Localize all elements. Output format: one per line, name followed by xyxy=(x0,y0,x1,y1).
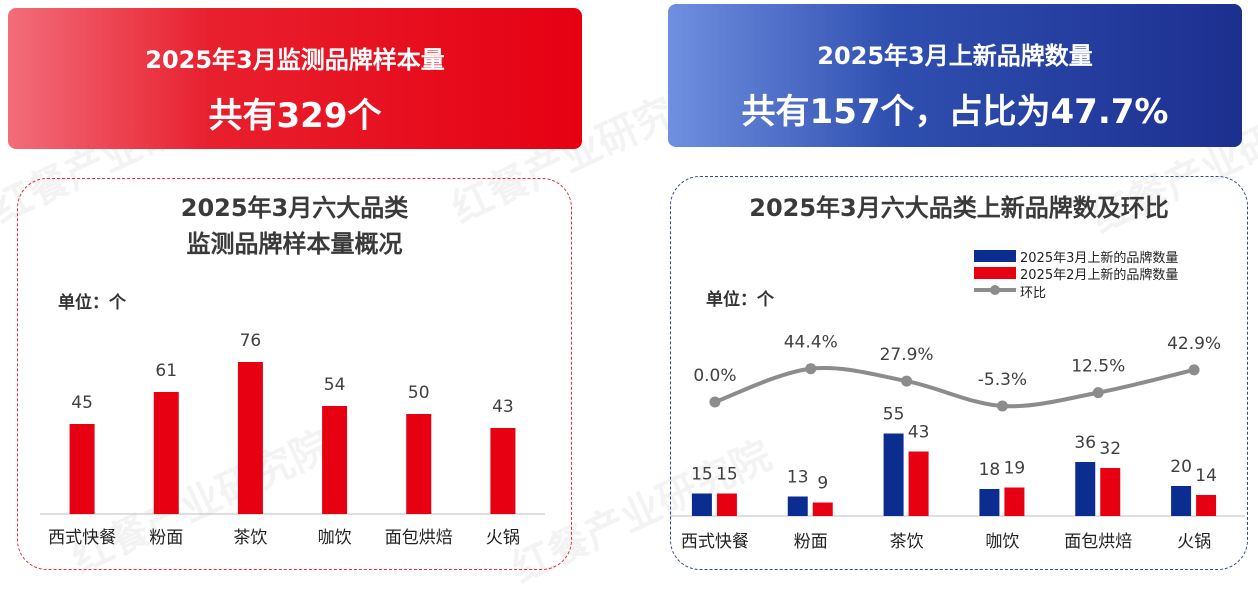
bar xyxy=(490,428,516,514)
data-label: 13 xyxy=(787,468,809,488)
mom-point xyxy=(996,400,1008,412)
data-label: 76 xyxy=(240,331,262,351)
data-label: 43 xyxy=(492,397,514,417)
data-label: 15 xyxy=(691,465,713,485)
data-label: 14 xyxy=(1195,466,1217,486)
bar-february xyxy=(812,502,833,516)
mom-line xyxy=(714,366,1195,409)
bar-march xyxy=(691,493,712,516)
mom-point xyxy=(805,363,817,375)
bar-february xyxy=(1100,468,1121,516)
data-label: 36 xyxy=(1074,433,1096,453)
bar-march xyxy=(979,489,1000,516)
data-label: 18 xyxy=(979,460,1001,480)
x-tick-label: 西式快餐 xyxy=(48,528,116,548)
unit-label: 单位：个 xyxy=(706,290,774,310)
bar xyxy=(322,406,348,514)
mom-point xyxy=(709,396,721,408)
bar xyxy=(406,414,432,514)
sample-size-banner: 2025年3月监测品牌样本量 共有329个 xyxy=(8,8,582,149)
bar-february xyxy=(1004,487,1025,516)
banner-subtitle: 2025年3月上新品牌数量 xyxy=(817,42,1093,70)
legend-swatch xyxy=(974,267,1016,279)
x-tick-label: 粉面 xyxy=(149,528,183,548)
chart-title-line: 2025年3月六大品类 xyxy=(180,194,409,222)
banner-headline: 共有157个，占比为47.7% xyxy=(741,92,1169,132)
bar xyxy=(237,362,263,514)
data-label: 20 xyxy=(1170,457,1192,477)
legend-label: 环比 xyxy=(1020,286,1047,301)
x-tick-label: 茶饮 xyxy=(890,532,924,552)
bar-march xyxy=(883,433,904,516)
mom-point xyxy=(901,375,913,387)
bar-february xyxy=(1196,495,1217,516)
data-label: 61 xyxy=(155,361,177,381)
data-label: 54 xyxy=(324,375,346,395)
x-tick-label: 咖饮 xyxy=(318,528,352,548)
mom-label: -5.3% xyxy=(978,370,1027,390)
x-tick-label: 西式快餐 xyxy=(681,532,749,552)
mom-label: 12.5% xyxy=(1071,357,1125,377)
x-tick-label: 火锅 xyxy=(486,528,520,548)
legend-line-swatch xyxy=(974,285,1016,295)
legend-label: 2025年3月上新的品牌数量 xyxy=(1020,251,1179,266)
bar-february xyxy=(716,493,737,516)
mom-label: 42.9% xyxy=(1167,334,1221,354)
new-brands-chart-panel xyxy=(670,176,1248,570)
bar xyxy=(153,392,179,514)
chart-title-line: 监测品牌样本量概况 xyxy=(186,230,403,258)
data-label: 9 xyxy=(817,474,828,494)
chart-title: 2025年3月六大品类上新品牌数及环比 xyxy=(749,194,1169,222)
legend-label: 2025年2月上新的品牌数量 xyxy=(1020,268,1179,283)
mom-point xyxy=(1188,364,1200,376)
data-label: 15 xyxy=(716,465,738,485)
legend-swatch xyxy=(974,250,1016,262)
data-label: 45 xyxy=(71,393,93,413)
x-tick-label: 面包烘焙 xyxy=(385,528,453,548)
x-tick-label: 茶饮 xyxy=(233,528,267,548)
mom-label: 0.0% xyxy=(693,366,736,386)
new-brands-banner: 2025年3月上新品牌数量 共有157个，占比为47.7% xyxy=(668,4,1242,147)
unit-label: 单位：个 xyxy=(58,293,126,313)
data-label: 50 xyxy=(408,383,430,403)
mom-point xyxy=(1092,387,1104,399)
banner-headline: 共有329个 xyxy=(208,96,382,136)
x-tick-label: 火锅 xyxy=(1177,532,1211,552)
data-label: 43 xyxy=(908,423,930,443)
x-tick-label: 咖饮 xyxy=(985,532,1019,552)
mom-label: 44.4% xyxy=(784,333,838,353)
bar-february xyxy=(908,451,929,516)
x-tick-label: 面包烘焙 xyxy=(1064,532,1132,552)
data-label: 19 xyxy=(1004,459,1026,479)
bar-march xyxy=(787,496,808,516)
bar xyxy=(69,424,95,514)
sample-size-bar-chart: 45 西式快餐 61 粉面 76 茶饮 54 咖饮 50 面包烘焙 43 火锅 xyxy=(40,331,545,548)
chart-title: 2025年3月六大品类 监测品牌样本量概况 xyxy=(17,190,572,262)
banner-subtitle: 2025年3月监测品牌样本量 xyxy=(145,46,445,74)
bar-march xyxy=(1075,462,1096,516)
mom-label: 27.9% xyxy=(880,345,934,365)
sample-size-chart-panel xyxy=(17,178,572,570)
data-label: 55 xyxy=(883,405,905,425)
x-tick-label: 粉面 xyxy=(794,532,828,552)
data-label: 32 xyxy=(1099,439,1121,459)
bar-march xyxy=(1171,486,1192,516)
